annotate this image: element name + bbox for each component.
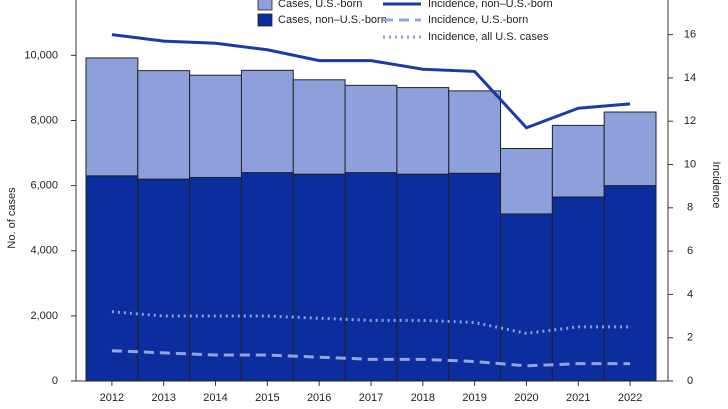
bar	[551, 124, 605, 198]
bar	[500, 213, 553, 382]
x-tick-label: 2016	[307, 392, 331, 404]
bar	[137, 70, 191, 180]
x-tick-label: 2017	[359, 392, 383, 404]
bar	[603, 111, 657, 187]
y2-tick-label: 12	[684, 115, 696, 127]
bar	[500, 147, 553, 215]
bar	[603, 185, 657, 382]
y2-tick-label: 16	[684, 29, 696, 41]
bar	[292, 79, 346, 175]
legend-label: Cases, U.S.-born	[278, 0, 362, 10]
bar	[396, 173, 450, 382]
legend-label: Cases, non–U.S.-born	[278, 14, 387, 26]
legend-swatch	[257, 0, 273, 11]
bar	[292, 173, 346, 382]
x-tick-label: 2012	[100, 392, 124, 404]
legend-label: Incidence, non–U.S.-born	[428, 0, 553, 10]
y2-tick-label: 6	[687, 245, 693, 257]
line	[111, 33, 631, 130]
bar	[344, 172, 398, 382]
x-tick-label: 2019	[462, 392, 486, 404]
bar	[240, 172, 294, 382]
y-axis-label: No. of cases	[6, 187, 18, 249]
y-tick-label: 10,000	[24, 49, 58, 61]
bar	[448, 90, 502, 174]
x-tick-label: 2015	[255, 392, 279, 404]
bar	[85, 57, 139, 177]
y-tick-label: 8,000	[30, 114, 58, 126]
bar	[396, 87, 450, 175]
y-tick-label: 0	[52, 375, 58, 387]
y2-tick-label: 4	[687, 288, 693, 300]
y2-tick-label: 14	[684, 72, 696, 84]
x-tick-label: 2014	[203, 392, 227, 404]
y2-tick-label: 8	[687, 202, 693, 214]
bar	[189, 176, 242, 382]
legend-label: Incidence, U.S.-born	[428, 14, 528, 26]
y2-axis-label: Incidence	[710, 161, 722, 208]
bar	[448, 172, 502, 382]
x-tick-label: 2021	[566, 392, 590, 404]
y-tick-label: 4,000	[30, 245, 58, 257]
legend-box	[250, 0, 560, 46]
bar	[240, 69, 294, 174]
bar	[189, 74, 242, 178]
line	[111, 349, 631, 368]
x-tick-label: 2013	[151, 392, 175, 404]
legend-swatch	[257, 13, 273, 27]
y2-tick-label: 0	[687, 375, 693, 387]
y2-tick-label: 2	[687, 332, 693, 344]
bar	[137, 178, 191, 382]
x-tick-label: 2020	[514, 392, 538, 404]
bar	[344, 84, 398, 174]
legend-label: Incidence, all U.S. cases	[428, 31, 549, 43]
x-tick-label: 2022	[618, 392, 642, 404]
line	[111, 310, 631, 335]
x-tick-label: 2018	[411, 392, 435, 404]
bar	[551, 196, 605, 382]
y-tick-label: 2,000	[30, 310, 58, 322]
y-tick-label: 6,000	[30, 180, 58, 192]
y2-tick-label: 10	[684, 158, 696, 170]
